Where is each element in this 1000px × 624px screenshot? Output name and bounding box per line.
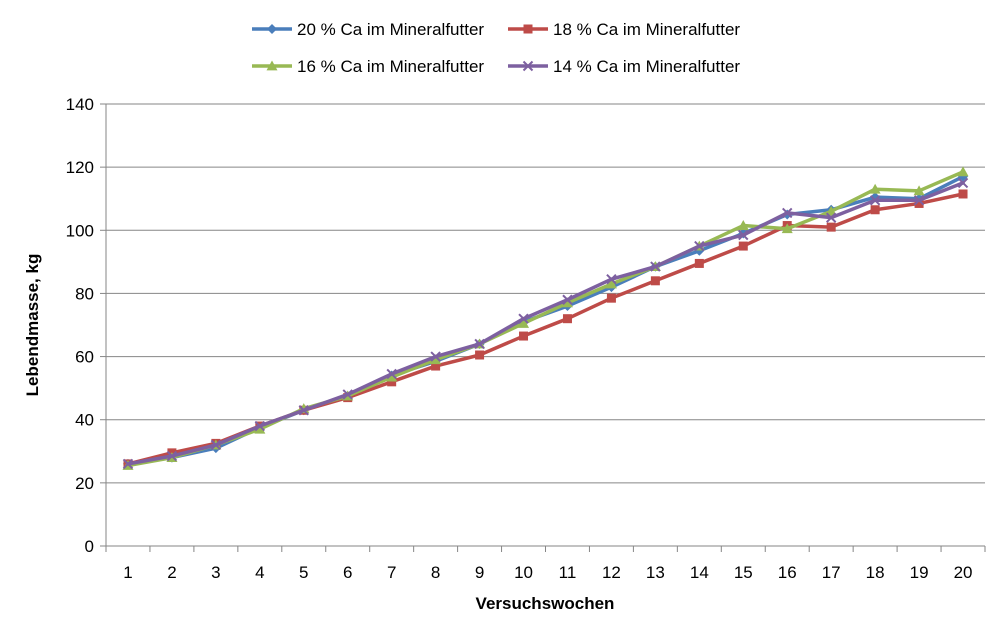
data-point bbox=[869, 183, 881, 194]
y-tick-label: 140 bbox=[66, 95, 94, 114]
y-tick-label: 100 bbox=[66, 221, 94, 240]
data-point bbox=[694, 240, 705, 252]
legend-item: 14 % Ca im Mineralfutter bbox=[508, 57, 740, 76]
data-point bbox=[254, 423, 266, 434]
series-line bbox=[126, 181, 965, 466]
legend-label: 18 % Ca im Mineralfutter bbox=[553, 20, 740, 39]
data-point bbox=[562, 294, 573, 305]
series bbox=[122, 177, 969, 470]
data-point bbox=[298, 405, 309, 416]
data-point bbox=[519, 331, 529, 341]
gridlines bbox=[106, 103, 985, 484]
series-line bbox=[126, 170, 965, 468]
y-tick-label: 20 bbox=[75, 474, 94, 493]
legend-label: 14 % Ca im Mineralfutter bbox=[553, 57, 740, 76]
y-tick-label: 40 bbox=[75, 411, 94, 430]
data-point bbox=[869, 195, 881, 206]
series-line bbox=[126, 192, 965, 466]
legend-label: 20 % Ca im Mineralfutter bbox=[297, 20, 484, 39]
data-point bbox=[913, 195, 925, 206]
legend-label: 16 % Ca im Mineralfutter bbox=[297, 57, 484, 76]
data-point bbox=[561, 297, 573, 308]
x-tick-label: 10 bbox=[514, 563, 533, 582]
legend-item: 20 % Ca im Mineralfutter bbox=[252, 20, 484, 39]
x-tick-label: 8 bbox=[431, 563, 440, 582]
y-axis-title: Lebendmasse, kg bbox=[23, 254, 42, 397]
data-point bbox=[650, 276, 660, 286]
data-point bbox=[738, 241, 748, 251]
data-point bbox=[826, 222, 836, 232]
x-tick-label: 15 bbox=[734, 563, 753, 582]
data-point bbox=[522, 60, 534, 72]
x-tick-label: 5 bbox=[299, 563, 308, 582]
series-line bbox=[126, 174, 965, 466]
x-tick-label: 14 bbox=[690, 563, 709, 582]
series bbox=[123, 189, 968, 469]
legend: 20 % Ca im Mineralfutter 18 % Ca im Miner… bbox=[252, 20, 740, 76]
data-point bbox=[957, 177, 969, 189]
x-tick-label: 4 bbox=[255, 563, 264, 582]
y-tick-label: 0 bbox=[85, 537, 94, 556]
x-tick-label: 6 bbox=[343, 563, 352, 582]
data-point bbox=[523, 24, 533, 34]
data-point bbox=[431, 361, 441, 371]
x-tick-label: 13 bbox=[646, 563, 665, 582]
x-tick-label: 2 bbox=[167, 563, 176, 582]
data-point bbox=[694, 258, 704, 268]
data-point bbox=[958, 189, 968, 199]
data-point bbox=[386, 368, 397, 380]
x-tick-label: 12 bbox=[602, 563, 621, 582]
x-tick-label: 20 bbox=[954, 563, 973, 582]
y-tick-label: 60 bbox=[75, 348, 94, 367]
data-point bbox=[957, 166, 969, 177]
x-tick-label: 18 bbox=[866, 563, 885, 582]
data-point bbox=[254, 420, 266, 432]
x-tick-label: 16 bbox=[778, 563, 797, 582]
data-point bbox=[518, 317, 530, 328]
data-point bbox=[913, 185, 925, 196]
data-point bbox=[606, 274, 617, 285]
data-point bbox=[870, 205, 880, 215]
legend-item: 18 % Ca im Mineralfutter bbox=[508, 20, 740, 39]
data-point bbox=[737, 220, 749, 230]
x-tick-label: 1 bbox=[123, 563, 132, 582]
x-tick-label: 17 bbox=[822, 563, 841, 582]
data-point bbox=[342, 389, 353, 400]
data-point bbox=[266, 60, 278, 71]
data-point bbox=[606, 293, 616, 303]
data-point bbox=[738, 229, 749, 241]
data-point bbox=[122, 458, 134, 470]
data-point bbox=[825, 205, 837, 216]
x-tick-label: 9 bbox=[475, 563, 484, 582]
x-tick-label: 3 bbox=[211, 563, 220, 582]
data-point bbox=[430, 354, 442, 365]
data-point bbox=[475, 350, 485, 360]
x-tick-label: 7 bbox=[387, 563, 396, 582]
data-point bbox=[386, 371, 398, 382]
data-point bbox=[518, 313, 529, 324]
data-point bbox=[650, 261, 661, 272]
data-point bbox=[267, 24, 277, 34]
y-tick-label: 80 bbox=[75, 284, 94, 303]
data-point bbox=[474, 338, 485, 350]
data-point bbox=[430, 351, 441, 362]
data-point bbox=[781, 223, 793, 234]
data-point bbox=[387, 377, 397, 387]
data-point bbox=[914, 198, 924, 208]
series bbox=[122, 171, 969, 469]
data-point bbox=[562, 314, 572, 324]
series-layer bbox=[122, 166, 969, 470]
data-point bbox=[210, 439, 222, 451]
x-axis-title: Versuchswochen bbox=[476, 594, 615, 613]
x-tick-label: 11 bbox=[559, 563, 577, 582]
data-point bbox=[166, 450, 178, 462]
legend-item: 16 % Ca im Mineralfutter bbox=[252, 57, 484, 76]
data-point bbox=[825, 212, 837, 223]
x-tick-label: 19 bbox=[910, 563, 929, 582]
data-point bbox=[605, 278, 617, 289]
y-tick-label: 120 bbox=[66, 158, 94, 177]
data-point bbox=[782, 207, 793, 219]
